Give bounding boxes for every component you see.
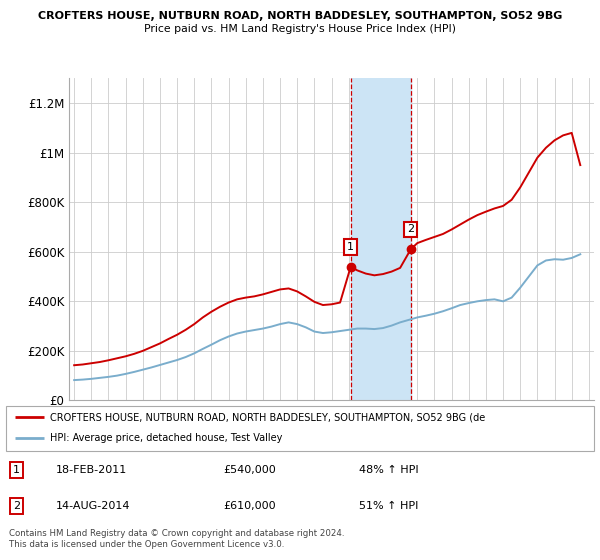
Text: 14-AUG-2014: 14-AUG-2014 [56,501,130,511]
Text: £540,000: £540,000 [224,465,277,475]
Bar [351,78,411,400]
Text: 1: 1 [347,242,354,252]
Text: Contains HM Land Registry data © Crown copyright and database right 2024.
This d: Contains HM Land Registry data © Crown c… [9,529,344,549]
Text: 1: 1 [13,465,20,475]
Text: HPI: Average price, detached house, Test Valley: HPI: Average price, detached house, Test… [50,433,283,444]
FancyBboxPatch shape [6,406,594,451]
Text: 51% ↑ HPI: 51% ↑ HPI [359,501,418,511]
Text: 18-FEB-2011: 18-FEB-2011 [56,465,127,475]
Text: 48% ↑ HPI: 48% ↑ HPI [359,465,418,475]
Text: CROFTERS HOUSE, NUTBURN ROAD, NORTH BADDESLEY, SOUTHAMPTON, SO52 9BG: CROFTERS HOUSE, NUTBURN ROAD, NORTH BADD… [38,11,562,21]
Text: CROFTERS HOUSE, NUTBURN ROAD, NORTH BADDESLEY, SOUTHAMPTON, SO52 9BG (de: CROFTERS HOUSE, NUTBURN ROAD, NORTH BADD… [50,412,485,422]
Text: Price paid vs. HM Land Registry's House Price Index (HPI): Price paid vs. HM Land Registry's House … [144,24,456,34]
Text: £610,000: £610,000 [224,501,276,511]
Text: 2: 2 [407,225,415,235]
Text: 2: 2 [13,501,20,511]
